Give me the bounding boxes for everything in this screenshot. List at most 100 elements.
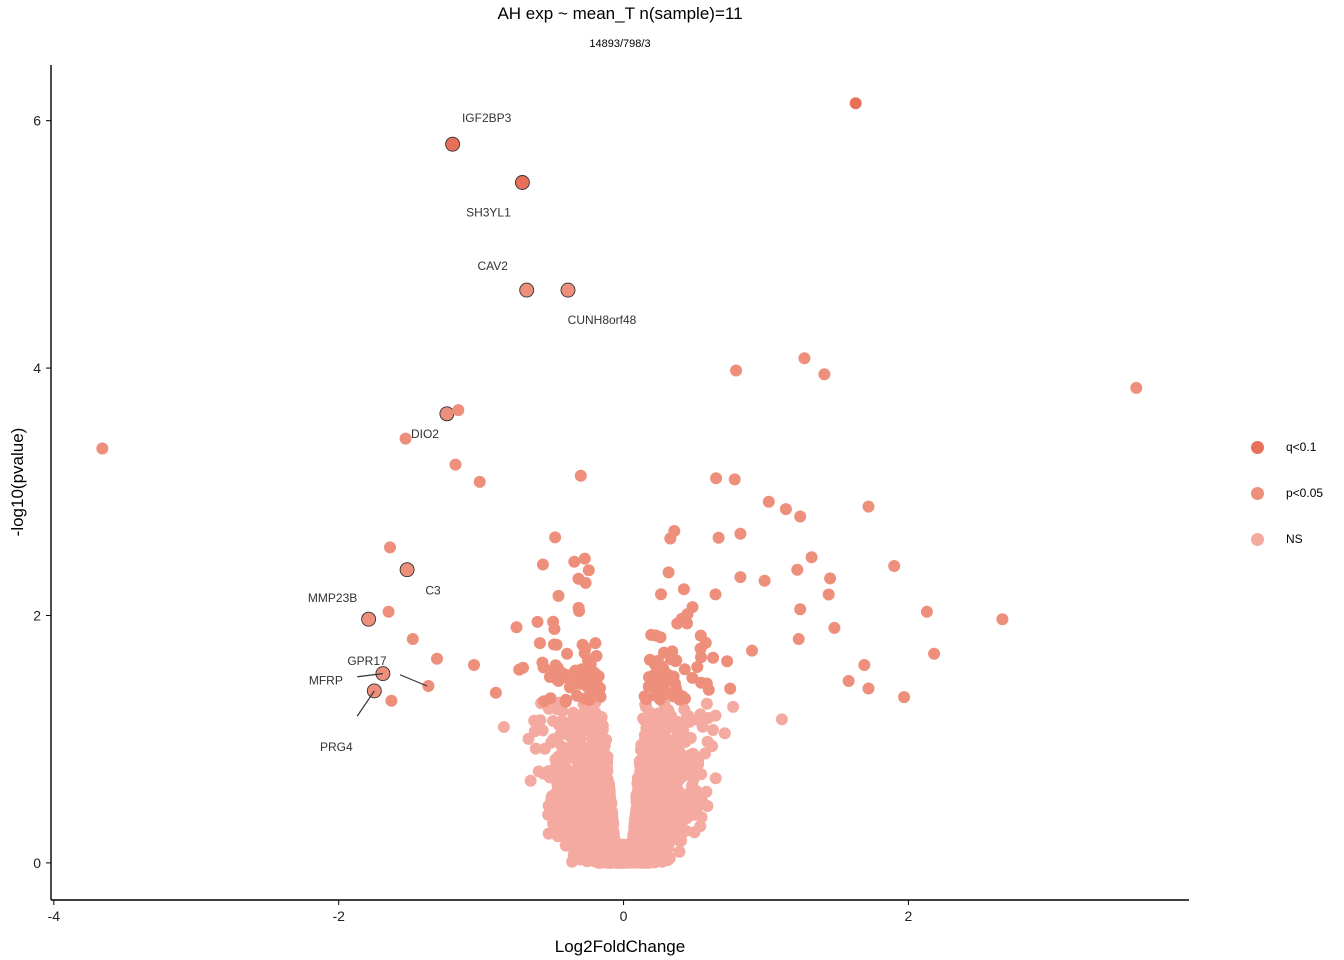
point-p005 [724, 682, 737, 695]
point-p005 [686, 671, 699, 684]
point-significant [798, 352, 811, 365]
point-ns [567, 752, 580, 765]
point-significant [449, 458, 462, 471]
point-ns [681, 806, 694, 819]
point-significant [473, 475, 486, 488]
point-p005 [746, 644, 758, 657]
point-p005 [543, 671, 556, 683]
point-p005 [544, 692, 557, 705]
point-p005 [654, 693, 666, 706]
point-p005 [712, 531, 725, 544]
point-significant [431, 652, 443, 665]
x-axis-label: Log2FoldChange [554, 937, 686, 956]
point-ns [695, 811, 708, 824]
gene-label: MMP23B [308, 591, 357, 605]
point-ns [658, 708, 671, 721]
point-p005 [676, 690, 689, 703]
point-significant [818, 368, 831, 381]
point-ns [549, 770, 562, 783]
point-significant [794, 603, 807, 616]
point-p005 [662, 566, 675, 579]
point-p005 [677, 583, 690, 596]
point-significant [385, 694, 398, 707]
chart-title: AH exp ~ mean_T n(sample)=11 [497, 4, 743, 23]
gene-label: CAV2 [477, 259, 508, 273]
point-ns [581, 835, 594, 848]
point-ns [600, 782, 613, 795]
point-p005 [578, 552, 591, 565]
point-p005 [678, 663, 691, 676]
point-ns [629, 829, 642, 842]
point-p005 [695, 651, 707, 664]
y-tick-label: 6 [33, 113, 41, 129]
point-significant [822, 588, 835, 601]
point-p005 [643, 671, 655, 684]
gene-label: CUNH8orf48 [568, 313, 637, 327]
point-p005 [533, 637, 546, 650]
point-significant [794, 510, 807, 523]
point-significant [805, 551, 818, 564]
legend-swatch-q [1251, 441, 1264, 454]
point-ns [671, 726, 684, 739]
point-ns [573, 817, 586, 830]
gene-label: SH3YL1 [466, 206, 511, 220]
annotation-connector [399, 674, 428, 687]
point-significant [888, 560, 901, 572]
labeled-point [519, 282, 535, 298]
legend-label-p: p<0.05 [1286, 486, 1324, 500]
y-tick-label: 0 [33, 855, 41, 871]
labeled-point [366, 683, 382, 699]
point-significant [791, 563, 804, 576]
point-ns [694, 820, 707, 833]
point-p005 [579, 642, 592, 655]
ns-points-layer [497, 696, 788, 869]
point-ns [634, 813, 647, 826]
point-p005 [681, 617, 693, 630]
point-ns [547, 715, 560, 727]
point-ns [554, 825, 567, 837]
gene-label: IGF2BP3 [462, 111, 512, 125]
point-ns [578, 802, 591, 815]
point-ns [701, 800, 714, 812]
point-ns [709, 772, 722, 785]
point-ns [545, 736, 558, 749]
point-ns [568, 717, 581, 730]
point-ns [727, 700, 740, 713]
point-ns [529, 742, 542, 755]
point-ns [602, 818, 614, 831]
point-p005 [510, 621, 523, 634]
point-significant [779, 503, 792, 516]
point-significant [710, 472, 723, 485]
point-p005 [552, 589, 565, 602]
point-p005 [691, 661, 704, 673]
point-significant [728, 473, 741, 486]
point-p005 [513, 663, 526, 676]
point-ns [681, 750, 694, 763]
point-ns [692, 713, 704, 726]
point-ns [648, 852, 661, 865]
point-ns [673, 845, 686, 858]
point-ns [554, 816, 567, 829]
point-p005 [694, 629, 707, 642]
point-significant [758, 574, 771, 587]
point-significant [849, 97, 862, 110]
point-significant [96, 442, 109, 455]
point-ns [701, 735, 714, 748]
point-ns [537, 767, 550, 780]
point-ns [574, 738, 587, 751]
point-significant [858, 659, 871, 671]
point-significant [928, 647, 941, 660]
point-p005 [582, 564, 595, 577]
point-ns [574, 779, 587, 791]
point-ns [657, 804, 670, 817]
point-p005 [589, 637, 602, 650]
point-ns [655, 757, 667, 769]
point-p005 [686, 601, 699, 614]
point-p005 [721, 655, 734, 668]
annotation-connector [357, 673, 383, 678]
point-significant [730, 364, 743, 377]
significant-points-layer [489, 525, 758, 708]
y-axis-label: -log10(pvalue) [8, 427, 27, 537]
point-p005 [669, 655, 682, 668]
point-ns [567, 706, 579, 719]
